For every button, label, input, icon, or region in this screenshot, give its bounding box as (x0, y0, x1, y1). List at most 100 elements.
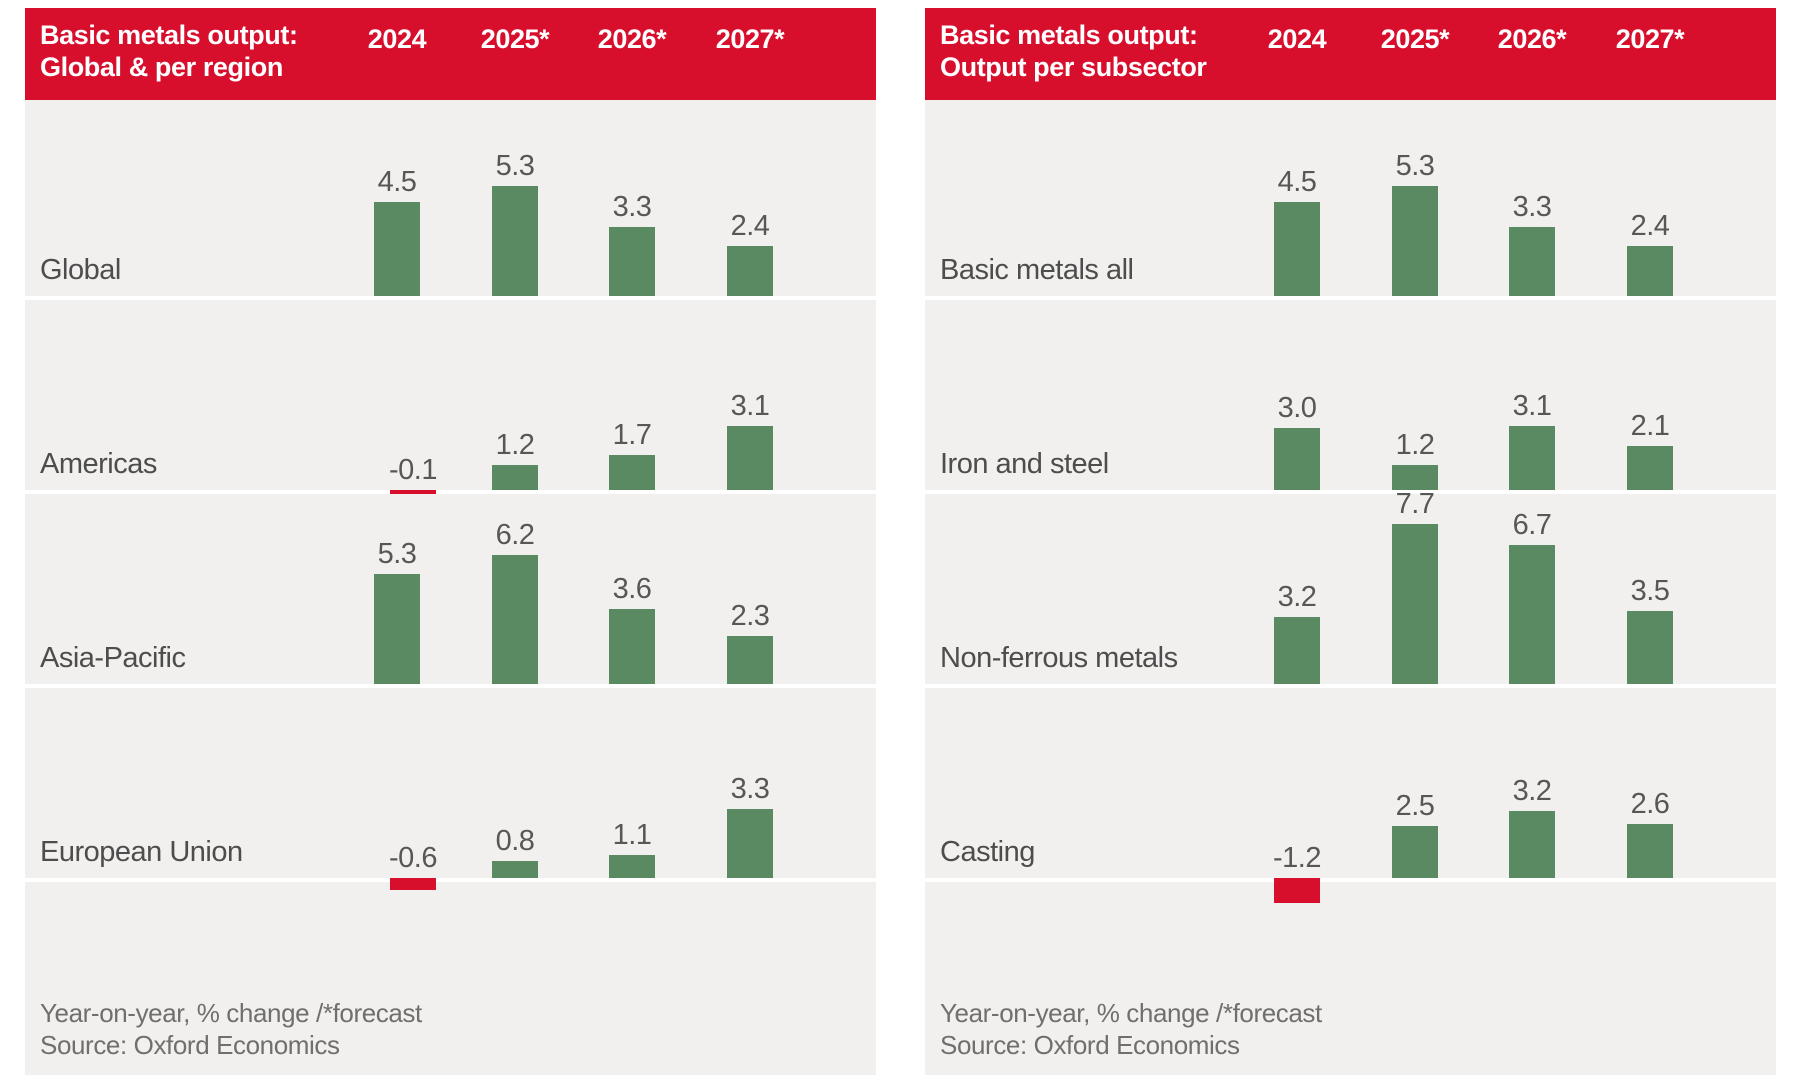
bar-positive (727, 636, 773, 684)
chart-row: European Union -0.6 0.8 1.1 3.3 (25, 688, 876, 890)
column-header-2027: 2027* (1615, 24, 1685, 54)
bar-positive (1509, 811, 1555, 878)
bar-positive (1274, 202, 1320, 296)
bar-value-label: 2.5 (1395, 790, 1435, 822)
bar-value-label: 1.7 (612, 419, 652, 451)
bar-value-label: -1.2 (1273, 842, 1321, 874)
column-header-2024: 2024 (367, 24, 427, 54)
bar-positive (374, 202, 420, 296)
chart-panel-regions: Basic metals output: Global & per region… (25, 8, 876, 1075)
bar-positive (609, 455, 655, 490)
bar-value-label: 3.2 (1512, 775, 1552, 807)
bar-positive (492, 186, 538, 296)
bar-value-label: 2.1 (1630, 410, 1670, 442)
bar-positive (1509, 545, 1555, 684)
bar-value-label: 3.3 (612, 191, 652, 223)
bar-value-label: 3.1 (1512, 390, 1552, 422)
bar-positive (492, 861, 538, 878)
bar-value-label: 3.0 (1277, 392, 1317, 424)
panel-title-line1: Basic metals output: (40, 20, 298, 50)
bar-positive (1392, 465, 1438, 490)
panel-header: Basic metals output: Output per subsecto… (925, 8, 1776, 100)
row-label: Basic metals all (940, 254, 1134, 286)
bar-value-label: 2.6 (1630, 788, 1670, 820)
panel-title-line2: Global & per region (40, 52, 283, 82)
footnotes: Year-on-year, % change /*forecast Source… (940, 997, 1322, 1061)
bar-positive (1627, 824, 1673, 878)
footnote-units: Year-on-year, % change /*forecast (40, 998, 422, 1028)
panel-footer: Year-on-year, % change /*forecast Source… (25, 882, 876, 1075)
panel-title: Basic metals output: Output per subsecto… (940, 19, 1207, 83)
bar-positive (1392, 524, 1438, 684)
bar-positive (1509, 227, 1555, 296)
bar-positive (1509, 426, 1555, 490)
chart-row: Basic metals all 4.5 5.3 3.3 2.4 (925, 100, 1776, 296)
footnote-source: Source: Oxford Economics (940, 1030, 1240, 1060)
bar-negative (390, 878, 436, 890)
row-label: European Union (40, 836, 243, 868)
bar-positive (1392, 826, 1438, 878)
footnote-source: Source: Oxford Economics (40, 1030, 340, 1060)
bar-value-label: 4.5 (1277, 166, 1317, 198)
bar-negative (1274, 878, 1320, 903)
bar-value-label: -0.6 (389, 842, 437, 874)
column-header-2026: 2026* (1497, 24, 1567, 54)
bar-value-label: 3.6 (612, 573, 652, 605)
bar-value-label: 5.3 (377, 538, 417, 570)
bar-value-label: 4.5 (377, 166, 417, 198)
bar-value-label: 0.8 (495, 825, 535, 857)
chart-row: Non-ferrous metals 3.2 7.7 6.7 3.5 (925, 489, 1776, 684)
chart-row: Iron and steel 3.0 1.2 3.1 2.1 (925, 300, 1776, 490)
bar-positive (727, 246, 773, 296)
bar-value-label: 1.2 (1395, 429, 1435, 461)
bar-value-label: 1.1 (612, 819, 652, 851)
bar-positive (492, 555, 538, 684)
chart-rows: Global 4.5 5.3 3.3 2.4 Americas -0.1 1.2 1.7 3.1 A… (25, 100, 876, 890)
bar-value-label: 5.3 (1395, 150, 1435, 182)
bar-value-label: 3.5 (1630, 575, 1670, 607)
column-header-2027: 2027* (715, 24, 785, 54)
bar-value-label: 7.7 (1395, 488, 1435, 520)
bar-positive (1627, 446, 1673, 490)
column-header-2026: 2026* (597, 24, 667, 54)
row-label: Casting (940, 836, 1035, 868)
bar-positive (1274, 617, 1320, 684)
chart-panel-subsectors: Basic metals output: Output per subsecto… (925, 8, 1776, 1075)
bar-value-label: 2.4 (1630, 210, 1670, 242)
bar-value-label: 3.3 (730, 773, 770, 805)
column-header-2024: 2024 (1267, 24, 1327, 54)
chart-row: Casting -1.2 2.5 3.2 2.6 (925, 688, 1776, 903)
panel-footer: Year-on-year, % change /*forecast Source… (925, 882, 1776, 1075)
row-label: Non-ferrous metals (940, 642, 1178, 674)
bar-positive (609, 855, 655, 878)
bar-positive (609, 227, 655, 296)
bar-value-label: 5.3 (495, 150, 535, 182)
chart-rows: Basic metals all 4.5 5.3 3.3 2.4 Iron and ste… (925, 100, 1776, 903)
column-header-2025: 2025* (1380, 24, 1450, 54)
bar-value-label: 3.2 (1277, 581, 1317, 613)
row-label: Asia-Pacific (40, 642, 186, 674)
bar-positive (1627, 246, 1673, 296)
bar-positive (1627, 611, 1673, 684)
bar-value-label: -0.1 (389, 454, 437, 486)
chart-row: Americas -0.1 1.2 1.7 3.1 (25, 300, 876, 494)
chart-row: Global 4.5 5.3 3.3 2.4 (25, 100, 876, 296)
chart-row: Asia-Pacific 5.3 6.2 3.6 2.3 (25, 494, 876, 684)
bar-value-label: 3.3 (1512, 191, 1552, 223)
bar-positive (1274, 428, 1320, 490)
row-label: Americas (40, 448, 157, 480)
bar-positive (727, 426, 773, 490)
panel-title-line1: Basic metals output: (940, 20, 1198, 50)
bar-positive (727, 809, 773, 878)
row-label: Global (40, 254, 121, 286)
footnotes: Year-on-year, % change /*forecast Source… (40, 997, 422, 1061)
bar-value-label: 2.3 (730, 600, 770, 632)
bar-value-label: 2.4 (730, 210, 770, 242)
panel-title-line2: Output per subsector (940, 52, 1207, 82)
bar-value-label: 6.2 (495, 519, 535, 551)
panel-title: Basic metals output: Global & per region (40, 19, 298, 83)
bar-positive (492, 465, 538, 490)
bar-positive (609, 609, 655, 684)
bar-positive (1392, 186, 1438, 296)
